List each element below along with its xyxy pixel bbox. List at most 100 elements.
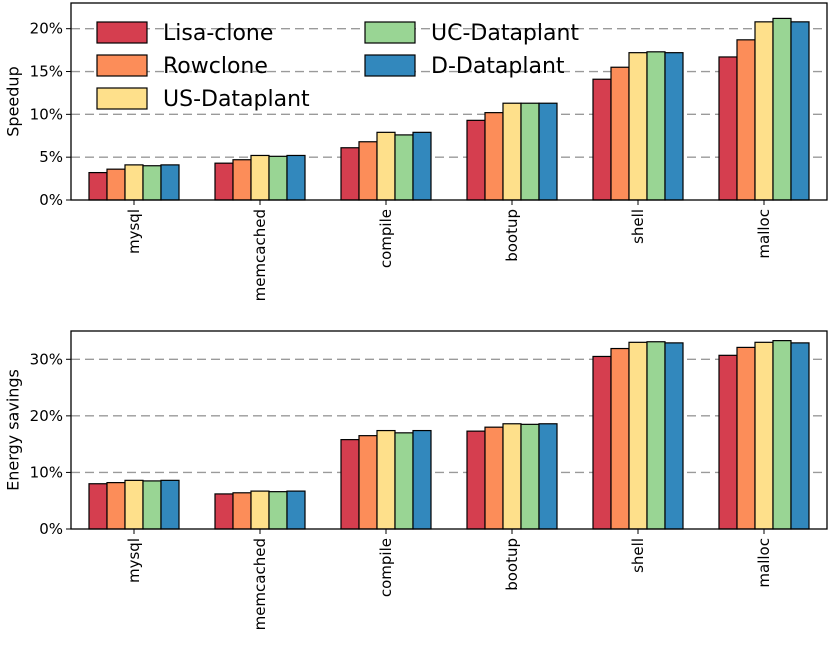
x-tick-label: bootup [503, 538, 521, 591]
y-axis-label: Energy savings [4, 369, 23, 491]
legend-label: UC-Dataplant [431, 21, 579, 46]
legend: Lisa-clone Rowclone US-Dataplant UC-Datapla… [96, 21, 579, 112]
bar-lisa-clone-mysql [88, 483, 108, 530]
bar-us-dataplant-memcached [250, 490, 270, 530]
bar-d-dataplant-memcached [286, 490, 306, 530]
axes-frame [70, 2, 828, 201]
x-tick-label: shell [629, 538, 647, 573]
y-tick-label: 30% [30, 350, 63, 368]
bar-uc-dataplant-bootup [520, 102, 540, 201]
bar-rowclone-bootup [484, 112, 504, 201]
bar-d-dataplant-shell [664, 52, 684, 201]
axes-frame [70, 330, 828, 530]
chart-panel-1: 0% 5% 10% 15% 20% Speedup mysql memcached compil… [4, 2, 828, 301]
legend-swatch [96, 21, 148, 44]
bar-us-dataplant-shell [628, 341, 648, 530]
bar-us-dataplant-mysql [124, 479, 144, 530]
bar-lisa-clone-malloc [718, 56, 738, 201]
legend-swatch [364, 21, 416, 44]
bar-d-dataplant-bootup [538, 102, 558, 201]
y-tick-label: 15% [30, 63, 63, 81]
x-tick-label: mysql [125, 209, 143, 254]
bar-us-dataplant-memcached [250, 154, 270, 201]
y-tick-label: 20% [30, 20, 63, 38]
y-tick-label: 0% [39, 191, 63, 209]
bar-lisa-clone-memcached [214, 493, 234, 530]
legend-label: Rowclone [163, 54, 268, 79]
bar-d-dataplant-mysql [160, 479, 180, 530]
bar-rowclone-malloc [736, 346, 756, 530]
y-tick-label: 5% [39, 148, 63, 166]
bar-d-dataplant-mysql [160, 164, 180, 201]
bar-d-dataplant-compile [412, 429, 432, 530]
bar-us-dataplant-malloc [754, 341, 774, 530]
x-tick-label: malloc [755, 209, 773, 259]
bar-lisa-clone-mysql [88, 171, 108, 201]
bar-d-dataplant-shell [664, 342, 684, 530]
bar-d-dataplant-memcached [286, 154, 306, 201]
bar-rowclone-malloc [736, 39, 756, 201]
legend-label: US-Dataplant [163, 87, 310, 112]
bar-uc-dataplant-malloc [772, 17, 792, 201]
x-tick-label: memcached [251, 538, 269, 630]
bar-d-dataplant-compile [412, 131, 432, 201]
bar-us-dataplant-bootup [502, 102, 522, 201]
bar-rowclone-memcached [232, 492, 252, 530]
bar-lisa-clone-bootup [466, 119, 486, 201]
bar-us-dataplant-bootup [502, 423, 522, 530]
bar-lisa-clone-compile [340, 439, 360, 530]
bar-uc-dataplant-compile [394, 134, 414, 201]
bar-uc-dataplant-mysql [142, 165, 162, 201]
x-tick-label: bootup [503, 209, 521, 262]
x-tick-label: mysql [125, 538, 143, 583]
legend-label: D-Dataplant [431, 54, 565, 79]
y-tick-label: 10% [30, 463, 63, 481]
bar-lisa-clone-malloc [718, 354, 738, 530]
bar-rowclone-bootup [484, 426, 504, 530]
bar-d-dataplant-malloc [790, 21, 810, 201]
legend-swatch [364, 54, 416, 77]
bar-us-dataplant-compile [376, 429, 396, 530]
bar-uc-dataplant-mysql [142, 480, 162, 530]
x-tick-label: malloc [755, 538, 773, 588]
chart-panel-2: 0% 10% 20% 30% Energy savings mysql memcached c… [4, 330, 828, 630]
bar-uc-dataplant-shell [646, 341, 666, 530]
y-axis-label: Speedup [4, 66, 23, 136]
bar-lisa-clone-compile [340, 147, 360, 201]
bar-lisa-clone-bootup [466, 430, 486, 530]
bar-uc-dataplant-memcached [268, 491, 288, 530]
x-tick-label: compile [377, 209, 395, 268]
x-tick-label: shell [629, 209, 647, 244]
bar-rowclone-compile [358, 435, 378, 530]
bar-us-dataplant-malloc [754, 21, 774, 201]
bar-us-dataplant-shell [628, 52, 648, 201]
bar-rowclone-mysql [106, 482, 126, 530]
y-tick-label: 20% [30, 407, 63, 425]
bar-rowclone-memcached [232, 159, 252, 201]
bar-rowclone-mysql [106, 168, 126, 201]
bar-uc-dataplant-malloc [772, 340, 792, 530]
y-tick-label: 10% [30, 105, 63, 123]
bar-us-dataplant-mysql [124, 164, 144, 201]
bar-rowclone-shell [610, 66, 630, 201]
bar-us-dataplant-compile [376, 131, 396, 201]
bar-uc-dataplant-shell [646, 51, 666, 201]
bar-uc-dataplant-compile [394, 432, 414, 530]
legend-swatch [96, 54, 148, 77]
legend-swatch [96, 87, 148, 110]
x-tick-label: compile [377, 538, 395, 597]
y-tick-label: 0% [39, 520, 63, 538]
bar-lisa-clone-shell [592, 78, 612, 201]
bar-rowclone-compile [358, 141, 378, 201]
legend-label: Lisa-clone [163, 21, 273, 46]
bar-d-dataplant-bootup [538, 423, 558, 530]
bar-rowclone-shell [610, 347, 630, 530]
bar-uc-dataplant-memcached [268, 155, 288, 201]
bar-uc-dataplant-bootup [520, 423, 540, 530]
bar-d-dataplant-malloc [790, 342, 810, 530]
x-tick-label: memcached [251, 209, 269, 301]
bar-lisa-clone-memcached [214, 162, 234, 201]
bar-lisa-clone-shell [592, 355, 612, 530]
